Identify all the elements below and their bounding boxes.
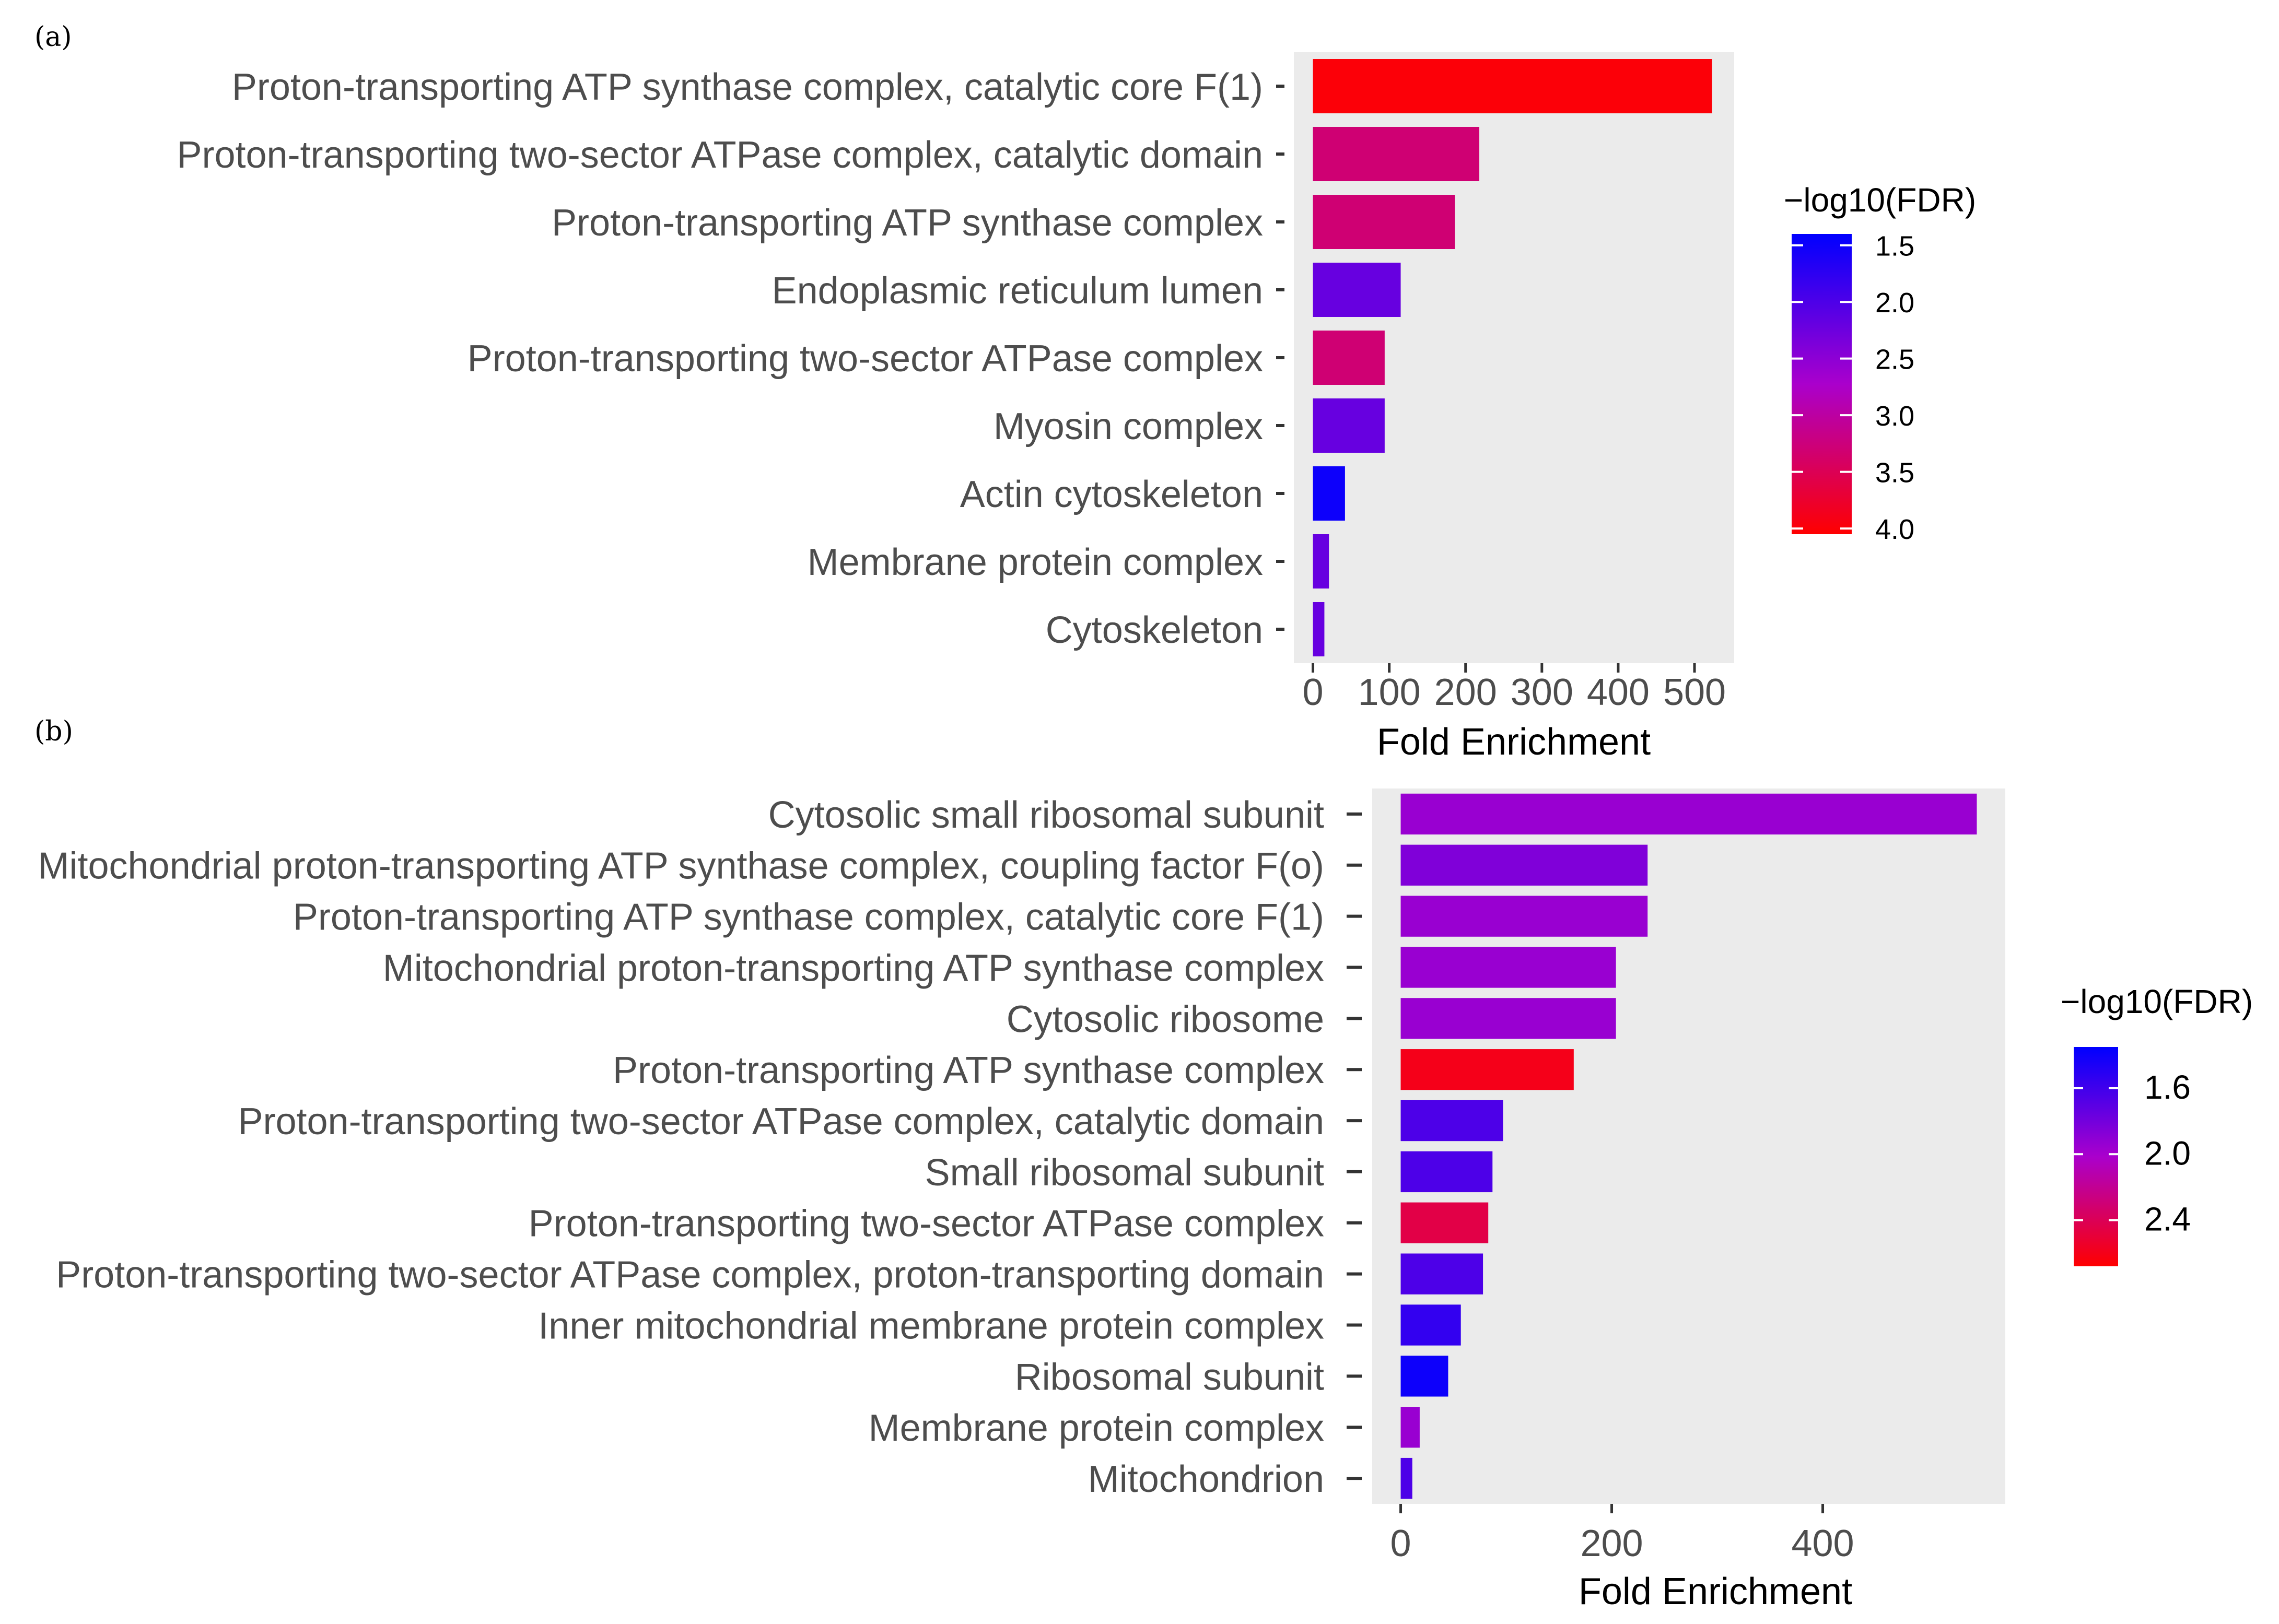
bar [1400,1202,1489,1243]
bar [1313,195,1455,249]
x-tick-label: 500 [1663,672,1726,713]
bar [1313,127,1480,181]
bar [1313,331,1385,385]
colorbar-tick-label: 2.4 [2144,1201,2191,1238]
panel-b-x-axis: 0 200 400 [1390,1504,1854,1564]
bar [1400,1304,1461,1346]
category-label: Inner mitochondrial membrane protein com… [538,1305,1324,1347]
category-label: Small ribosomal subunit [925,1152,1324,1194]
x-tick-label: 0 [1303,672,1324,713]
bar [1400,1457,1412,1499]
bar [1400,998,1616,1039]
bar [1400,1407,1420,1448]
category-label: Membrane protein complex [869,1407,1324,1449]
category-label: Proton-transporting two-sector ATPase co… [468,338,1263,380]
bar [1400,1151,1493,1193]
category-label: Cytosolic ribosome [1007,998,1324,1040]
bar [1400,844,1648,886]
bar [1313,263,1401,317]
colorbar-tick-label: 2.5 [1875,344,1914,375]
bar [1313,398,1385,453]
colorbar-tick-label: 2.0 [1875,287,1914,319]
panel-a-colorbar [1792,234,1852,534]
colorbar-tick-label: 3.5 [1875,457,1914,489]
panel-b-colorbar [2074,1047,2118,1266]
panel-a-x-axis-title: Fold Enrichment [1377,721,1651,763]
category-label: Cytoskeleton [1046,609,1263,651]
bar [1313,602,1325,656]
category-label: Ribosomal subunit [1015,1356,1324,1398]
x-tick-label: 0 [1390,1523,1411,1564]
panel-a: (a) Proton-transporting ATP synthase com… [34,21,1976,763]
colorbar-tick-label: 4.0 [1875,514,1914,545]
panel-a-category-labels: Proton-transporting ATP synthase complex… [177,66,1284,651]
panel-b-category-labels: Cytosolic small ribosomal subunit Mitocho… [38,794,1362,1500]
x-tick-label: 200 [1580,1523,1643,1564]
category-label: Proton-transporting ATP synthase complex [613,1050,1324,1091]
category-label: Mitochondrion [1088,1458,1324,1500]
panel-a-legend-title: −log10(FDR) [1784,181,1976,219]
bar [1313,466,1345,521]
category-label: Membrane protein complex [808,542,1263,583]
x-tick-label: 200 [1434,672,1497,713]
panel-a-legend-ticks: 1.5 2.0 2.5 3.0 3.5 4.0 [1792,231,1914,545]
panel-b-label: (b) [34,716,73,747]
category-label: Proton-transporting two-sector ATPase co… [177,134,1263,176]
panel-a-legend: −log10(FDR) 1.5 2.0 2.5 3.0 3.5 4.0 [1784,181,1976,545]
x-tick-label: 300 [1511,672,1573,713]
panel-b-legend: −log10(FDR) 1.6 2.0 2.4 [2061,983,2253,1266]
bar [1400,793,1977,835]
colorbar-tick-label: 3.0 [1875,401,1914,432]
category-label: Mitochondrial proton-transporting ATP sy… [383,947,1324,989]
bar [1400,947,1616,988]
category-label: Cytosolic small ribosomal subunit [768,794,1324,836]
x-tick-label: 400 [1791,1523,1854,1564]
x-tick-label: 400 [1587,672,1650,713]
bar [1313,59,1712,113]
colorbar-tick-label: 1.6 [2144,1068,2191,1106]
category-label: Endoplasmic reticulum lumen [772,270,1263,312]
panel-b: (b) Cytosolic small ribosomal subunit Mit… [34,716,2253,1613]
panel-a-x-axis: 0 100 200 300 400 500 [1303,663,1726,713]
colorbar-tick-label: 1.5 [1875,231,1914,262]
panel-b-bars [1400,793,1977,1499]
bar [1400,1100,1503,1141]
category-label: Proton-transporting two-sector ATPase co… [529,1203,1324,1245]
panel-a-bars [1313,59,1712,656]
category-label: Proton-transporting ATP synthase complex [552,202,1263,244]
category-label: Myosin complex [994,406,1263,448]
category-label: Proton-transporting ATP synthase complex… [232,66,1263,108]
category-label: Proton-transporting two-sector ATPase co… [238,1101,1324,1143]
category-label: Proton-transporting two-sector ATPase co… [56,1254,1324,1296]
panel-b-x-axis-title: Fold Enrichment [1579,1571,1852,1613]
panel-b-legend-ticks: 1.6 2.0 2.4 [2074,1068,2191,1238]
panel-b-legend-title: −log10(FDR) [2061,983,2253,1020]
category-label: Mitochondrial proton-transporting ATP sy… [38,845,1324,887]
bar [1400,1253,1483,1295]
bar [1400,1356,1448,1397]
colorbar-tick-label: 2.0 [2144,1134,2191,1172]
bar [1400,1049,1574,1090]
category-label: Actin cytoskeleton [960,474,1263,515]
bar [1313,534,1329,589]
category-label: Proton-transporting ATP synthase complex… [293,897,1324,938]
panel-a-label: (a) [34,21,72,53]
bar [1400,896,1648,937]
x-tick-label: 100 [1358,672,1421,713]
